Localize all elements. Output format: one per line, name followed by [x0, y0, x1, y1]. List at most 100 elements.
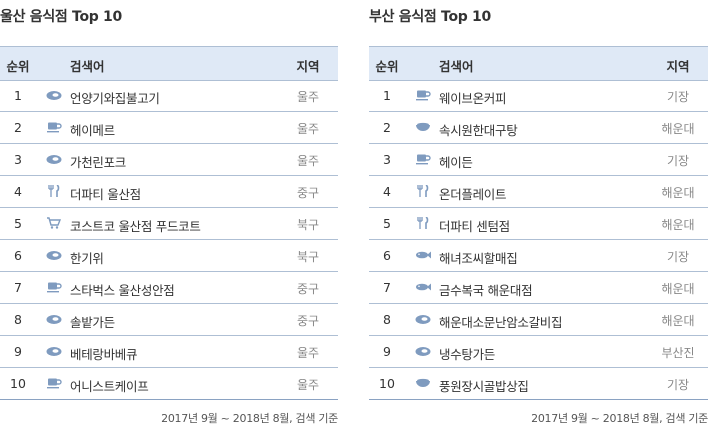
region-label: 기장	[666, 250, 690, 264]
fork-knife-icon	[415, 184, 431, 197]
region-label: 기장	[666, 154, 690, 168]
rank-number: 1	[383, 88, 391, 103]
meat-icon	[46, 153, 62, 165]
rank-number: 5	[383, 216, 391, 231]
rank-header: 순위	[375, 59, 399, 74]
rank-number: 6	[14, 248, 22, 263]
restaurant-name[interactable]: 속시원한대구탕	[439, 123, 518, 138]
ulsan-footnote: 2017년 9월 ~ 2018년 8월, 검색 기준	[161, 412, 338, 425]
region-label: 북구	[296, 250, 320, 264]
region-header: 지역	[296, 59, 320, 74]
coffee-cup-icon	[46, 281, 62, 293]
ulsan-rows: 1 언양기와집불고기 울주 2 헤이메르 울주 3 가천린포크 울주 4 더파티 울산점 중구 5 코스트…	[0, 80, 338, 400]
restaurant-name[interactable]: 풍원장시골밥상집	[439, 379, 529, 394]
table-row: 4 온더플레이트 해운대	[369, 176, 708, 208]
restaurant-name[interactable]: 스타벅스 울산성안점	[70, 283, 175, 298]
table-row: 6 해녀조씨할매집 기장	[369, 240, 708, 272]
keyword-header: 검색어	[439, 59, 474, 74]
coffee-cup-icon	[46, 377, 62, 389]
ulsan-table-header: 순위 검색어 지역	[0, 46, 338, 81]
region-label: 중구	[296, 314, 320, 328]
restaurant-name[interactable]: 더파티 센텀점	[439, 219, 510, 234]
region-label: 울주	[296, 122, 320, 136]
region-label: 기장	[666, 378, 690, 392]
restaurant-name[interactable]: 해녀조씨할매집	[439, 251, 518, 266]
restaurant-name[interactable]: 헤이든	[439, 155, 473, 170]
coffee-cup-icon	[46, 121, 62, 133]
coffee-cup-icon	[415, 153, 431, 165]
rank-number: 7	[14, 280, 22, 295]
rank-number: 2	[383, 120, 391, 135]
shopping-cart-icon	[46, 217, 62, 229]
restaurant-name[interactable]: 헤이메르	[70, 123, 115, 138]
table-row: 5 코스트코 울산점 푸드코트 북구	[0, 208, 338, 240]
fork-knife-icon	[46, 184, 62, 197]
rank-number: 8	[383, 312, 391, 327]
rank-number: 2	[14, 120, 22, 135]
table-row: 10 풍원장시골밥상집 기장	[369, 368, 708, 400]
table-row: 7 금수복국 해운대점 해운대	[369, 272, 708, 304]
fish-icon	[415, 281, 431, 293]
bowl-icon	[415, 377, 431, 389]
region-label: 해운대	[661, 218, 695, 232]
region-label: 해운대	[661, 186, 695, 200]
rank-number: 9	[14, 344, 22, 359]
rank-number: 5	[14, 216, 22, 231]
region-label: 해운대	[661, 314, 695, 328]
restaurant-name[interactable]: 더파티 울산점	[70, 187, 141, 202]
busan-footnote: 2017년 9월 ~ 2018년 8월, 검색 기준	[531, 412, 708, 425]
restaurant-name[interactable]: 솔밭가든	[70, 315, 115, 330]
coffee-cup-icon	[415, 89, 431, 101]
meat-icon	[415, 313, 431, 325]
fish-icon	[415, 249, 431, 261]
rank-number: 3	[383, 152, 391, 167]
table-row: 4 더파티 울산점 중구	[0, 176, 338, 208]
region-label: 기장	[666, 90, 690, 104]
rank-header: 순위	[6, 59, 30, 74]
restaurant-name[interactable]: 한기위	[70, 251, 104, 266]
table-row: 1 언양기와집불고기 울주	[0, 80, 338, 112]
region-label: 울주	[296, 90, 320, 104]
restaurant-name[interactable]: 언양기와집불고기	[70, 91, 160, 106]
restaurant-name[interactable]: 베테랑바베큐	[70, 347, 138, 362]
restaurant-name[interactable]: 어니스트케이프	[70, 379, 149, 394]
table-row: 3 가천린포크 울주	[0, 144, 338, 176]
table-row: 6 한기위 북구	[0, 240, 338, 272]
rank-number: 1	[14, 88, 22, 103]
region-label: 북구	[296, 218, 320, 232]
table-row: 2 속시원한대구탕 해운대	[369, 112, 708, 144]
rank-number: 9	[383, 344, 391, 359]
rank-number: 7	[383, 280, 391, 295]
region-label: 중구	[296, 186, 320, 200]
bowl-icon	[415, 121, 431, 133]
meat-icon	[415, 345, 431, 357]
region-header: 지역	[666, 59, 690, 74]
table-row: 7 스타벅스 울산성안점 중구	[0, 272, 338, 304]
table-row: 2 헤이메르 울주	[0, 112, 338, 144]
region-label: 부산진	[661, 346, 695, 360]
restaurant-name[interactable]: 코스트코 울산점 푸드코트	[70, 219, 201, 234]
region-label: 중구	[296, 282, 320, 296]
table-row: 9 베테랑바베큐 울주	[0, 336, 338, 368]
table-row: 8 해운대소문난암소갈비집 해운대	[369, 304, 708, 336]
rank-number: 10	[379, 376, 395, 391]
rank-number: 4	[14, 184, 22, 199]
restaurant-name[interactable]: 가천린포크	[70, 155, 127, 170]
table-row: 3 헤이든 기장	[369, 144, 708, 176]
restaurant-name[interactable]: 금수복국 해운대점	[439, 283, 533, 298]
meat-icon	[46, 345, 62, 357]
rank-number: 3	[14, 152, 22, 167]
region-label: 울주	[296, 378, 320, 392]
rank-number: 6	[383, 248, 391, 263]
restaurant-name[interactable]: 온더플레이트	[439, 187, 507, 202]
ulsan-title: 울산 음식점 Top 10	[0, 9, 122, 25]
fork-knife-icon	[415, 216, 431, 229]
region-label: 해운대	[661, 122, 695, 136]
restaurant-name[interactable]: 해운대소문난암소갈비집	[439, 315, 563, 330]
restaurant-name[interactable]: 웨이브온커피	[439, 91, 507, 106]
region-label: 울주	[296, 346, 320, 360]
restaurant-name[interactable]: 냉수탕가든	[439, 347, 496, 362]
keyword-header: 검색어	[70, 59, 105, 74]
rank-number: 4	[383, 184, 391, 199]
table-row: 5 더파티 센텀점 해운대	[369, 208, 708, 240]
